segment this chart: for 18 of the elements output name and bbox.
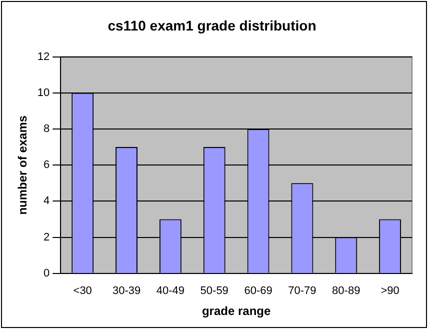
y-tick-label: 8 [44, 123, 50, 136]
x-tick-label: >90 [380, 285, 400, 298]
y-tick-label: 4 [44, 195, 50, 208]
x-tick-label: <30 [73, 285, 92, 298]
y-tick-label: 6 [44, 159, 50, 172]
y-axis-title: number of exams [16, 115, 30, 215]
x-tick-label: 50-59 [200, 285, 228, 298]
y-tick-label: 12 [37, 50, 50, 63]
y-tick-label: 10 [37, 86, 50, 99]
x-tick-label: 40-49 [156, 285, 185, 298]
x-tick-label: 80-89 [332, 285, 360, 298]
x-tick-label: 60-69 [244, 285, 272, 298]
chart-title: cs110 exam1 grade distribution [108, 17, 316, 34]
x-tick-label: 30-39 [112, 285, 141, 298]
y-tick-label: 0 [44, 267, 50, 280]
x-axis-title: grade range [202, 304, 271, 318]
y-tick-label: 2 [44, 231, 50, 244]
x-tick-label: 70-79 [288, 285, 316, 298]
